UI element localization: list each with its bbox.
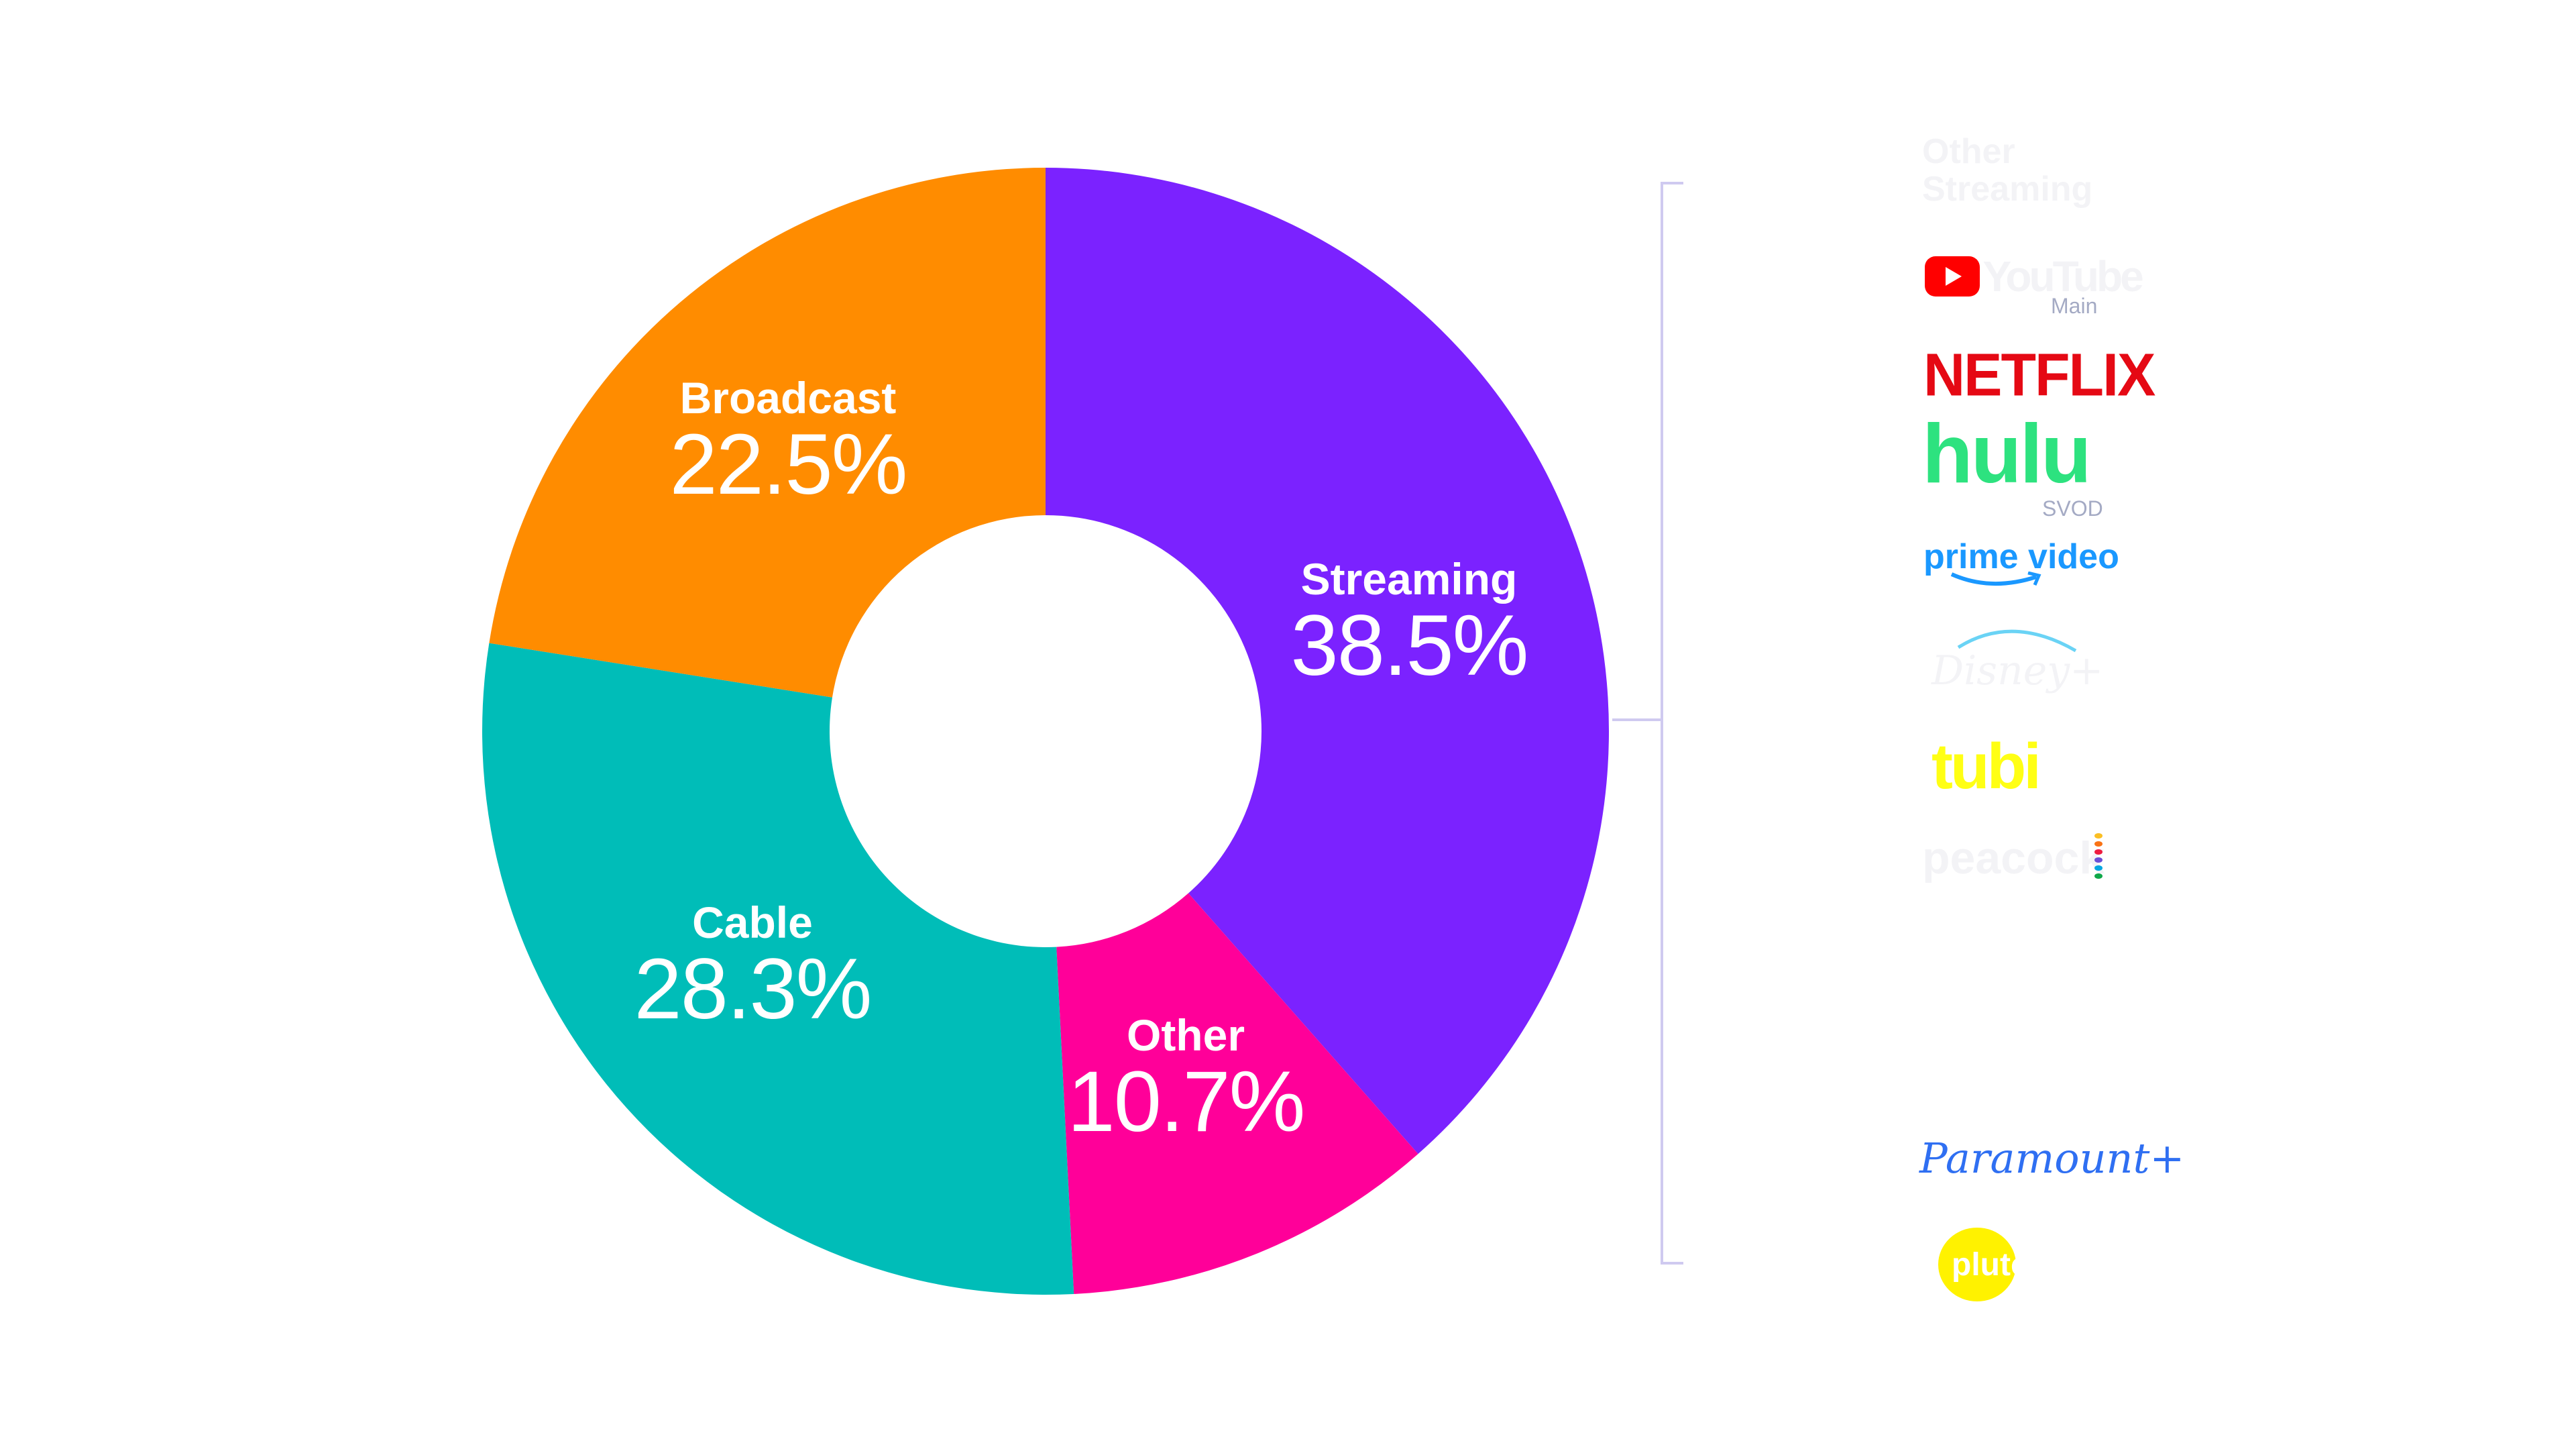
slice-streaming [1046, 168, 1609, 1155]
slice-label-other: Other 10.7% [1067, 1010, 1306, 1150]
slice-value: 38.5% [1290, 597, 1529, 694]
slice-name: Broadcast [679, 372, 897, 423]
slice-name: Streaming [1300, 553, 1518, 604]
pluto-tv-badge [1938, 1228, 2016, 1301]
hulu-sub: SVOD [2042, 496, 2103, 521]
slice-name: Cable [692, 897, 813, 947]
slice-cable [482, 643, 1074, 1295]
slice-label-streaming: Streaming 38.5% [1290, 553, 1529, 694]
streaming-bracket [1612, 182, 1683, 1265]
slice-label-broadcast: Broadcast 22.5% [669, 372, 908, 513]
slice-value: 22.5% [669, 416, 908, 513]
prime-video-logo: prime video [1923, 537, 2119, 586]
peacock-logo: peacock [1922, 832, 2105, 884]
peacock-dots-icon [2094, 833, 2103, 879]
title-line: Other [1922, 132, 2015, 171]
disney-plus-logo: Disney+ [1931, 621, 2103, 694]
pluto-tv-logo: pluto tv [1937, 1221, 2068, 1311]
slice-broadcast [489, 168, 1046, 698]
youtube-sub: Main [2051, 294, 2098, 318]
amazon-smile-icon [1950, 572, 2041, 586]
youtube-logo: YouTube [1925, 252, 2144, 301]
netflix-logo: NETFLIX [1923, 341, 2155, 409]
slice-value: 10.7% [1067, 1053, 1306, 1150]
slice-label-cable: Cable 28.3% [634, 897, 873, 1037]
hulu-logo: hulu [1922, 408, 2092, 500]
slice-other [1056, 893, 1418, 1294]
disney-arc-icon [1957, 629, 2077, 653]
youtube-play-icon [1925, 256, 1980, 297]
other-streaming-title: Other Streaming [1922, 133, 2092, 208]
title-line: Streaming [1922, 170, 2093, 209]
slice-value: 28.3% [634, 941, 873, 1037]
tubi-logo: tubi [1931, 731, 2041, 802]
slice-name: Other [1126, 1010, 1245, 1060]
paramount-plus-logo: Paramount+ [1919, 1134, 2185, 1183]
